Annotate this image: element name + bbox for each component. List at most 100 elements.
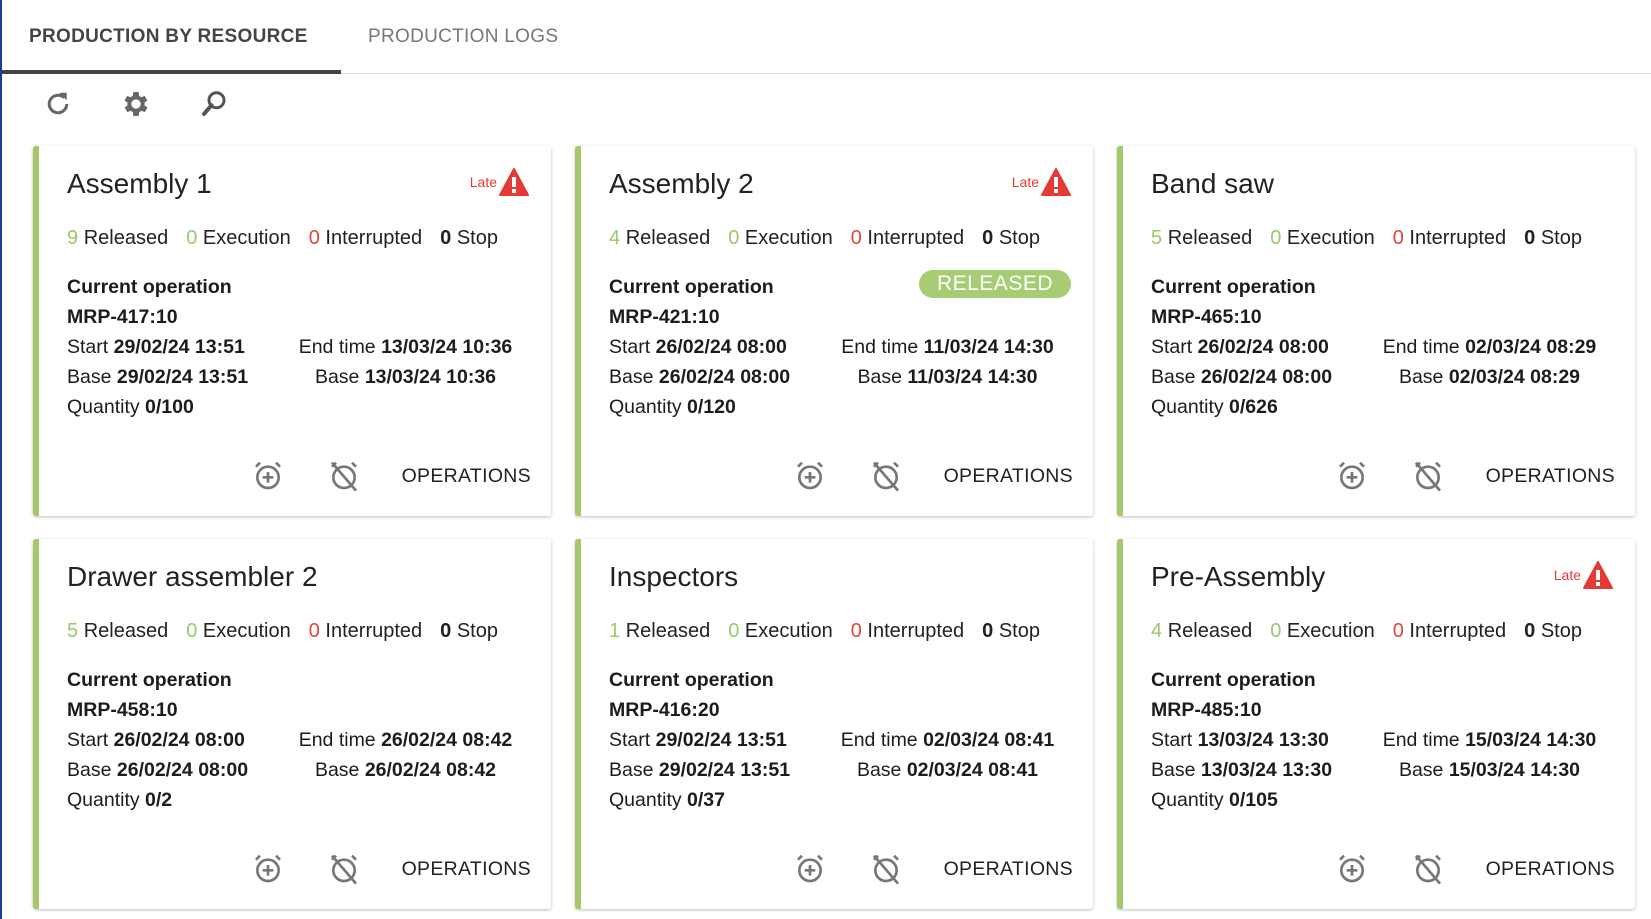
search-icon[interactable] xyxy=(196,86,232,122)
resource-card: Drawer assembler 2 Late 5 Released 0 Exe… xyxy=(33,539,551,909)
late-indicator: Late xyxy=(1554,561,1613,589)
current-operation-label: Current operation xyxy=(609,276,774,298)
execution-count: 0 Execution xyxy=(1270,227,1375,249)
start-time: Start 13/03/24 13:30 xyxy=(1151,729,1329,751)
interrupted-count: 0 Interrupted xyxy=(1392,227,1507,249)
current-operation: Current operation MRP-417:10 Start 29/02… xyxy=(67,272,529,422)
status-counts: 5 Released 0 Execution 0 Interrupted 0 S… xyxy=(67,620,498,643)
gear-icon[interactable] xyxy=(118,86,154,122)
operations-button[interactable]: OPERATIONS xyxy=(401,857,531,880)
tab-production-by-resource[interactable]: PRODUCTION BY RESOURCE xyxy=(2,0,341,74)
operations-button[interactable]: OPERATIONS xyxy=(401,464,531,487)
resource-card: Assembly 1 Late 9 Released 0 Execution 0… xyxy=(33,146,551,516)
current-operation-label: Current operation xyxy=(67,669,232,691)
end-time: End time 13/03/24 10:36 xyxy=(298,336,513,358)
tab-production-logs[interactable]: PRODUCTION LOGS xyxy=(368,26,559,47)
alarm-add-icon[interactable] xyxy=(1334,458,1370,494)
stop-count: 0 Stop xyxy=(440,620,498,642)
resource-card: Inspectors Late 1 Released 0 Execution 0… xyxy=(575,539,1093,909)
tab-bar: PRODUCTION BY RESOURCE PRODUCTION LOGS xyxy=(2,0,1651,74)
refresh-icon[interactable] xyxy=(40,86,76,122)
operation-id: MRP-421:10 xyxy=(609,306,720,328)
alarm-off-icon[interactable] xyxy=(1410,458,1446,494)
toolbar xyxy=(40,86,232,122)
current-operation: Current operation MRP-465:10 Start 26/02… xyxy=(1151,272,1613,422)
current-operation: Current operation MRP-416:20 Start 29/02… xyxy=(609,665,1071,815)
stop-count: 0 Stop xyxy=(982,620,1040,642)
operations-button[interactable]: OPERATIONS xyxy=(943,857,1073,880)
start-time: Start 26/02/24 08:00 xyxy=(1151,336,1329,358)
execution-count: 0 Execution xyxy=(186,620,291,642)
execution-count: 0 Execution xyxy=(186,227,291,249)
operation-id: MRP-458:10 xyxy=(67,699,178,721)
alarm-add-icon[interactable] xyxy=(792,851,828,887)
operation-id: MRP-485:10 xyxy=(1151,699,1262,721)
resource-title: Inspectors xyxy=(609,561,739,592)
alarm-add-icon[interactable] xyxy=(250,851,286,887)
late-label: Late xyxy=(469,174,497,190)
interrupted-count: 0 Interrupted xyxy=(1392,620,1507,642)
quantity: Quantity 0/105 xyxy=(1151,789,1278,811)
resource-card: Assembly 2 Late 4 Released 0 Execution 0… xyxy=(575,146,1093,516)
interrupted-count: 0 Interrupted xyxy=(850,227,965,249)
late-label: Late xyxy=(1011,174,1039,190)
late-indicator: Late xyxy=(470,168,529,196)
operation-id: MRP-416:20 xyxy=(609,699,720,721)
resource-card: Pre-Assembly Late 4 Released 0 Execution… xyxy=(1117,539,1635,909)
start-time: Start 29/02/24 13:51 xyxy=(67,336,245,358)
start-time: Start 29/02/24 13:51 xyxy=(609,729,787,751)
alarm-add-icon[interactable] xyxy=(1334,851,1370,887)
end-time: End time 11/03/24 14:30 xyxy=(841,336,1054,358)
alarm-add-icon[interactable] xyxy=(792,458,828,494)
alarm-off-icon[interactable] xyxy=(868,851,904,887)
late-label: Late xyxy=(1553,567,1581,583)
operation-id: MRP-417:10 xyxy=(67,306,178,328)
alarm-off-icon[interactable] xyxy=(1410,851,1446,887)
quantity: Quantity 0/2 xyxy=(67,789,173,811)
start-time: Start 26/02/24 08:00 xyxy=(67,729,245,751)
interrupted-count: 0 Interrupted xyxy=(308,227,423,249)
status-counts: 4 Released 0 Execution 0 Interrupted 0 S… xyxy=(609,227,1040,250)
released-count: 9 Released xyxy=(67,227,169,249)
window-edge xyxy=(0,0,2,919)
current-operation-label: Current operation xyxy=(67,276,232,298)
quantity: Quantity 0/626 xyxy=(1151,396,1278,418)
operations-button[interactable]: OPERATIONS xyxy=(943,464,1073,487)
base-end: Base 26/02/24 08:42 xyxy=(314,759,497,781)
base-end: Base 02/03/24 08:29 xyxy=(1398,366,1581,388)
alarm-add-icon[interactable] xyxy=(250,458,286,494)
card-actions: OPERATIONS xyxy=(792,458,1073,494)
status-counts: 9 Released 0 Execution 0 Interrupted 0 S… xyxy=(67,227,498,250)
alarm-off-icon[interactable] xyxy=(326,458,362,494)
status-badge: RELEASED xyxy=(918,270,1071,298)
stop-count: 0 Stop xyxy=(1524,620,1582,642)
interrupted-count: 0 Interrupted xyxy=(850,620,965,642)
end-time: End time 02/03/24 08:29 xyxy=(1382,336,1597,358)
current-operation-label: Current operation xyxy=(1151,276,1316,298)
alarm-off-icon[interactable] xyxy=(326,851,362,887)
execution-count: 0 Execution xyxy=(1270,620,1375,642)
execution-count: 0 Execution xyxy=(728,227,833,249)
status-counts: 5 Released 0 Execution 0 Interrupted 0 S… xyxy=(1151,227,1582,250)
start-time: Start 26/02/24 08:00 xyxy=(609,336,787,358)
warning-icon xyxy=(499,168,529,196)
base-start: Base 29/02/24 13:51 xyxy=(609,759,791,781)
operations-button[interactable]: OPERATIONS xyxy=(1485,857,1615,880)
late-indicator: Late xyxy=(1012,168,1071,196)
alarm-off-icon[interactable] xyxy=(868,458,904,494)
operations-button[interactable]: OPERATIONS xyxy=(1485,464,1615,487)
current-operation: Current operation MRP-458:10 Start 26/02… xyxy=(67,665,529,815)
quantity: Quantity 0/120 xyxy=(609,396,736,418)
base-end: Base 02/03/24 08:41 xyxy=(856,759,1039,781)
base-start: Base 13/03/24 13:30 xyxy=(1151,759,1333,781)
resource-title: Drawer assembler 2 xyxy=(67,561,318,592)
quantity: Quantity 0/100 xyxy=(67,396,194,418)
stop-count: 0 Stop xyxy=(440,227,498,249)
resource-title: Band saw xyxy=(1151,168,1274,199)
released-count: 5 Released xyxy=(1151,227,1253,249)
base-start: Base 29/02/24 13:51 xyxy=(67,366,249,388)
base-start: Base 26/02/24 08:00 xyxy=(609,366,791,388)
warning-icon xyxy=(1041,168,1071,196)
interrupted-count: 0 Interrupted xyxy=(308,620,423,642)
base-start: Base 26/02/24 08:00 xyxy=(67,759,249,781)
